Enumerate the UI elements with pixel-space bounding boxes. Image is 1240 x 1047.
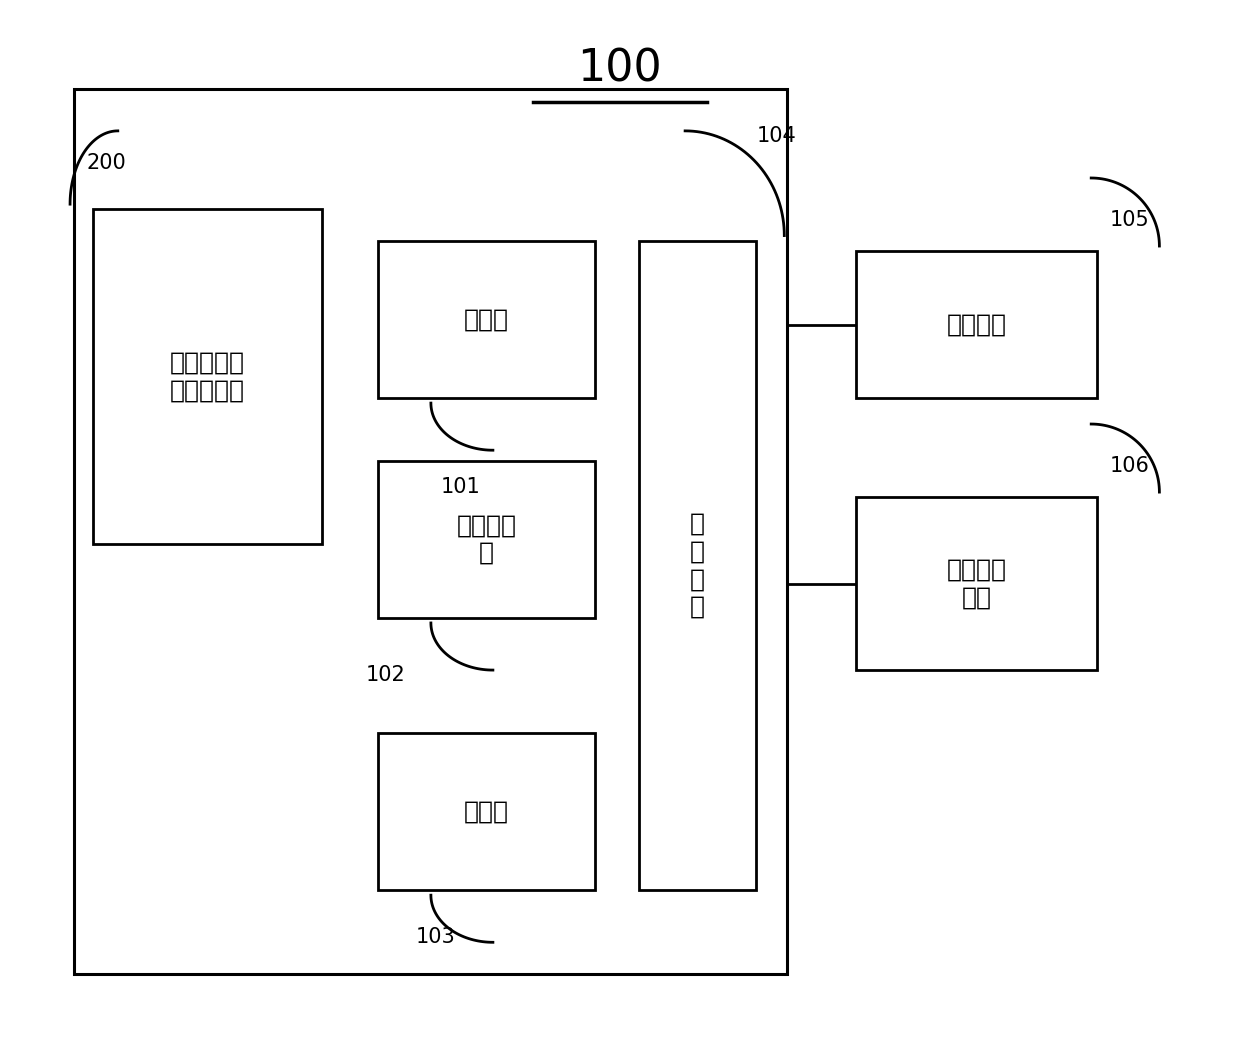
Bar <box>639 241 756 890</box>
Text: 106: 106 <box>1110 455 1149 476</box>
Text: 105: 105 <box>1110 209 1149 230</box>
Bar <box>856 251 1097 398</box>
Text: 最优线程数
量求取装置: 最优线程数 量求取装置 <box>170 351 246 403</box>
Bar <box>856 497 1097 670</box>
Text: 输入输出
单元: 输入输出 单元 <box>946 558 1007 609</box>
Text: 101: 101 <box>440 476 480 497</box>
Bar <box>74 89 787 974</box>
Text: 103: 103 <box>415 927 455 948</box>
Text: 显示单元: 显示单元 <box>946 313 1007 336</box>
Text: 存储控制
器: 存储控制 器 <box>456 513 517 565</box>
Text: 处理器: 处理器 <box>464 800 510 823</box>
Text: 104: 104 <box>756 126 796 147</box>
Bar <box>378 733 595 890</box>
Bar <box>378 241 595 398</box>
Text: 200: 200 <box>87 153 126 173</box>
Bar <box>378 461 595 618</box>
Bar <box>93 209 322 544</box>
Text: 外
设
接
口: 外 设 接 口 <box>689 512 706 619</box>
Text: 102: 102 <box>366 665 405 686</box>
Text: 存储器: 存储器 <box>464 308 510 331</box>
Text: 100: 100 <box>578 47 662 90</box>
